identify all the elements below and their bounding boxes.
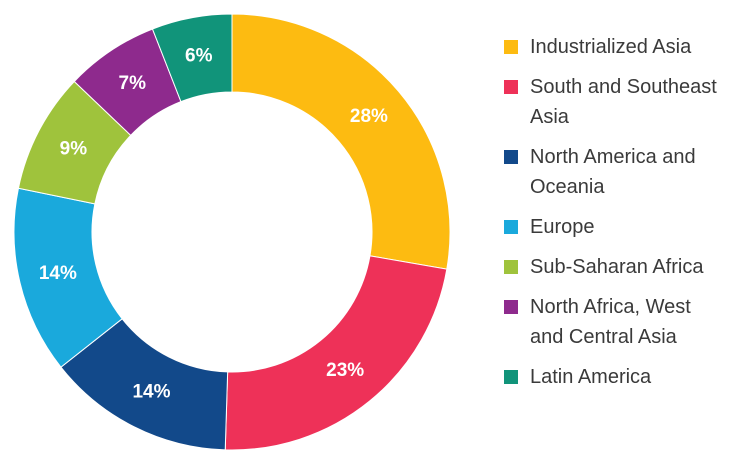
legend-item: Industrialized Asia bbox=[504, 32, 744, 62]
slice-label-3: 14% bbox=[39, 263, 77, 284]
legend-label: Industrialized Asia bbox=[530, 36, 692, 58]
legend-label: Sub-Saharan Africa bbox=[530, 256, 704, 278]
slice-label-4: 9% bbox=[60, 139, 88, 160]
legend-swatch bbox=[504, 260, 518, 274]
slice-6 bbox=[151, 13, 233, 103]
legend-label: North America and Oceania bbox=[530, 146, 696, 198]
legend-item: South and Southeast Asia bbox=[504, 72, 744, 132]
slice-0 bbox=[231, 13, 451, 270]
slice-label-0: 28% bbox=[350, 106, 388, 127]
legend-item: Latin America bbox=[504, 362, 744, 392]
slice-label-1: 23% bbox=[326, 360, 364, 381]
legend-label: Latin America bbox=[530, 366, 652, 388]
legend-swatch bbox=[504, 80, 518, 94]
slice-label-6: 6% bbox=[185, 46, 213, 67]
donut-slices bbox=[13, 13, 451, 450]
legend-swatch bbox=[504, 150, 518, 164]
legend-item: North America and Oceania bbox=[504, 142, 744, 202]
legend-label: Europe bbox=[530, 216, 595, 238]
slice-label-5: 7% bbox=[119, 73, 147, 94]
legend: Industrialized Asia South and Southeast A… bbox=[504, 32, 744, 402]
legend-swatch bbox=[504, 220, 518, 234]
legend-swatch bbox=[504, 370, 518, 384]
legend-label: North Africa, West and Central Asia bbox=[530, 296, 691, 348]
legend-item: Europe bbox=[504, 212, 744, 242]
slice-label-2: 14% bbox=[132, 381, 170, 402]
slice-1 bbox=[224, 255, 448, 450]
slice-labels: 28% 23% 14% 14% 9% 7% 6% bbox=[39, 46, 388, 403]
legend-label: South and Southeast Asia bbox=[530, 76, 717, 128]
legend-item: Sub-Saharan Africa bbox=[504, 252, 744, 282]
legend-item: North Africa, West and Central Asia bbox=[504, 292, 744, 352]
legend-swatch bbox=[504, 300, 518, 314]
legend-swatch bbox=[504, 40, 518, 54]
